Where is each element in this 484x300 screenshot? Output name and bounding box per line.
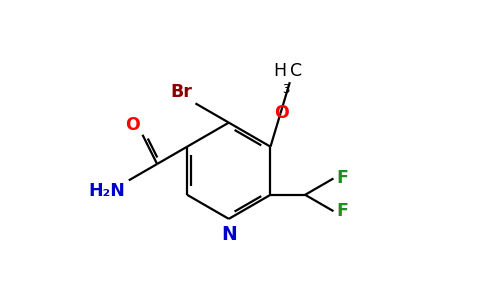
Text: C: C [290, 62, 302, 80]
Text: Br: Br [170, 83, 192, 101]
Text: F: F [336, 169, 348, 188]
Text: O: O [274, 104, 288, 122]
Text: N: N [221, 225, 237, 244]
Text: H₂N: H₂N [89, 182, 126, 200]
Text: O: O [125, 116, 139, 134]
Text: F: F [336, 202, 348, 220]
Text: 3: 3 [282, 82, 289, 95]
Text: H: H [273, 62, 286, 80]
